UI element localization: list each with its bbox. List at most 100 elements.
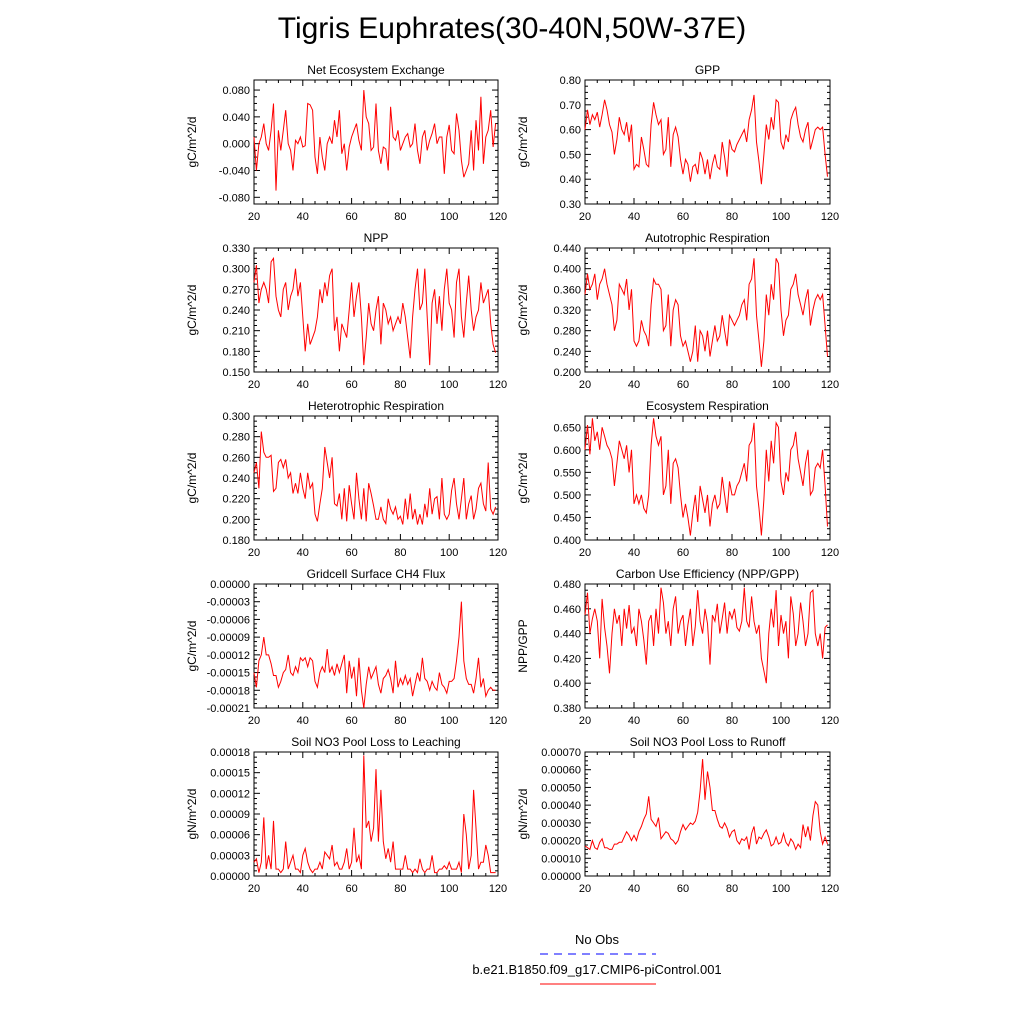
y-tick-label: 0.260 [222,452,250,464]
figure-title: Tigris Euphrates(30-40N,50W-37E) [277,12,747,45]
y-tick-label: 0.240 [222,305,250,317]
series-line [584,418,828,536]
y-tick-label: 0.40 [560,174,581,186]
x-tick-label: 40 [297,883,309,895]
x-tick-label: 60 [677,715,689,727]
y-tick-label: 0.300 [222,411,250,423]
x-tick-label: 60 [345,379,357,391]
x-tick-label: 80 [394,379,406,391]
y-tick-label: 0.30 [560,199,581,211]
y-tick-label: 0.480 [553,579,581,591]
x-tick-label: 80 [726,547,738,559]
x-tick-label: 100 [440,883,458,895]
panel-4: Autotrophic Respiration gC/m^2/d 20 40 60 80 1… [516,231,839,391]
y-tick-label: 0.280 [222,432,250,444]
y-tick-label: 0.600 [553,445,581,457]
x-tick-label: 120 [821,211,839,223]
y-tick-label: 0.650 [553,422,581,434]
y-tick-label: 0.080 [222,85,250,97]
x-tick-label: 80 [394,547,406,559]
panel-title: NPP [364,231,389,245]
x-tick-label: 20 [579,715,591,727]
y-tick-label: 0.180 [222,346,250,358]
x-tick-label: 80 [726,211,738,223]
panel-title: Net Ecosystem Exchange [307,63,445,77]
y-tick-label: 0.00050 [541,782,581,794]
legend-label-no-obs: No Obs [574,932,620,947]
x-tick-label: 40 [297,211,309,223]
series-line [584,759,828,851]
y-axis-label: NPP/GPP [516,619,530,672]
x-tick-label: 20 [248,211,260,223]
panel-8: Carbon Use Efficiency (NPP/GPP) NPP/GPP 20… [516,567,839,727]
y-tick-label: 0.60 [560,125,581,137]
plot-frame [584,79,831,205]
panel-title: Gridcell Surface CH4 Flux [307,567,446,581]
y-tick-label: 0.00018 [210,747,250,759]
plot-frame [253,79,499,205]
x-tick-label: 120 [821,715,839,727]
y-tick-label: 0.00003 [210,850,250,862]
series-line [584,587,828,684]
y-tick-label: 0.040 [222,112,250,124]
y-tick-label: 0.500 [553,490,581,502]
y-tick-label: -0.00012 [207,650,250,662]
y-tick-label: 0.460 [553,604,581,616]
series-line [253,256,497,366]
x-tick-label: 100 [772,211,790,223]
x-tick-label: 100 [440,547,458,559]
y-tick-label: -0.080 [219,192,250,204]
y-tick-label: 0.00060 [541,765,581,777]
series-line [584,94,828,185]
panel-2: GPP gC/m^2/d 20 40 60 80 100 120 0.30 0.40 0.50 0.6… [516,63,839,223]
series-line [253,90,497,191]
x-tick-label: 60 [677,211,689,223]
y-tick-label: 0.400 [553,678,581,690]
y-tick-label: 0.150 [222,367,250,379]
y-tick-label: -0.00009 [207,632,250,644]
y-tick-label: 0.440 [553,243,581,255]
x-tick-label: 80 [394,883,406,895]
x-tick-label: 40 [297,379,309,391]
plot-frame [584,415,831,541]
series-line [253,601,496,709]
y-tick-label: -0.00006 [207,614,250,626]
y-tick-label: 0.00000 [210,579,250,591]
x-tick-label: 60 [677,379,689,391]
x-tick-label: 100 [440,379,458,391]
y-tick-label: 0.00009 [210,809,250,821]
x-tick-label: 80 [394,211,406,223]
y-tick-label: 0.00012 [210,788,250,800]
x-tick-label: 40 [628,715,640,727]
plot-frame [584,751,831,877]
x-tick-label: 60 [345,883,357,895]
y-tick-label: 0.450 [553,512,581,524]
y-tick-label: 0.00030 [541,818,581,830]
panel-title: GPP [695,63,720,77]
x-tick-label: 40 [297,715,309,727]
y-tick-label: 0.550 [553,467,581,479]
x-tick-label: 120 [821,883,839,895]
x-tick-label: 60 [345,715,357,727]
x-tick-label: 60 [677,883,689,895]
panel-title: Autotrophic Respiration [645,231,770,245]
x-tick-label: 120 [821,379,839,391]
y-axis-label: gC/m^2/d [185,453,199,504]
y-tick-label: -0.00015 [207,668,250,680]
y-tick-label: -0.040 [219,165,250,177]
y-tick-label: 0.360 [553,284,581,296]
y-axis-label: gC/m^2/d [516,285,530,336]
y-tick-label: 0.320 [553,305,581,317]
series-line [253,755,496,874]
x-tick-label: 20 [248,547,260,559]
y-tick-label: 0.00015 [210,768,250,780]
panel-6: Ecosystem Respiration gC/m^2/d 20 40 60 80 100… [516,399,839,559]
panel-title: Soil NO3 Pool Loss to Leaching [291,735,460,749]
panel-10: Soil NO3 Pool Loss to Runoff gN/m^2/d 20 40… [516,735,839,895]
y-axis-label: gC/m^2/d [185,621,199,672]
panel-3: NPP gC/m^2/d 20 40 60 80 100 120 0.150 0.180 0.210… [185,231,507,391]
y-tick-label: 0.00006 [210,830,250,842]
y-tick-label: 0.440 [553,629,581,641]
panel-5: Heterotrophic Respiration gC/m^2/d 20 40 60 8… [185,399,507,559]
